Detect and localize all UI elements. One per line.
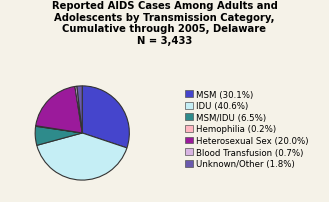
Wedge shape [36,87,82,133]
Text: Reported AIDS Cases Among Adults and
Adolescents by Transmission Category,
Cumul: Reported AIDS Cases Among Adults and Ado… [52,1,277,46]
Wedge shape [36,126,82,133]
Wedge shape [82,86,129,148]
Wedge shape [35,127,82,146]
Wedge shape [77,86,82,133]
Legend: MSM (30.1%), IDU (40.6%), MSM/IDU (6.5%), Hemophilia (0.2%), Heterosexual Sex (2: MSM (30.1%), IDU (40.6%), MSM/IDU (6.5%)… [182,87,312,172]
Wedge shape [37,133,127,180]
Wedge shape [75,87,82,133]
